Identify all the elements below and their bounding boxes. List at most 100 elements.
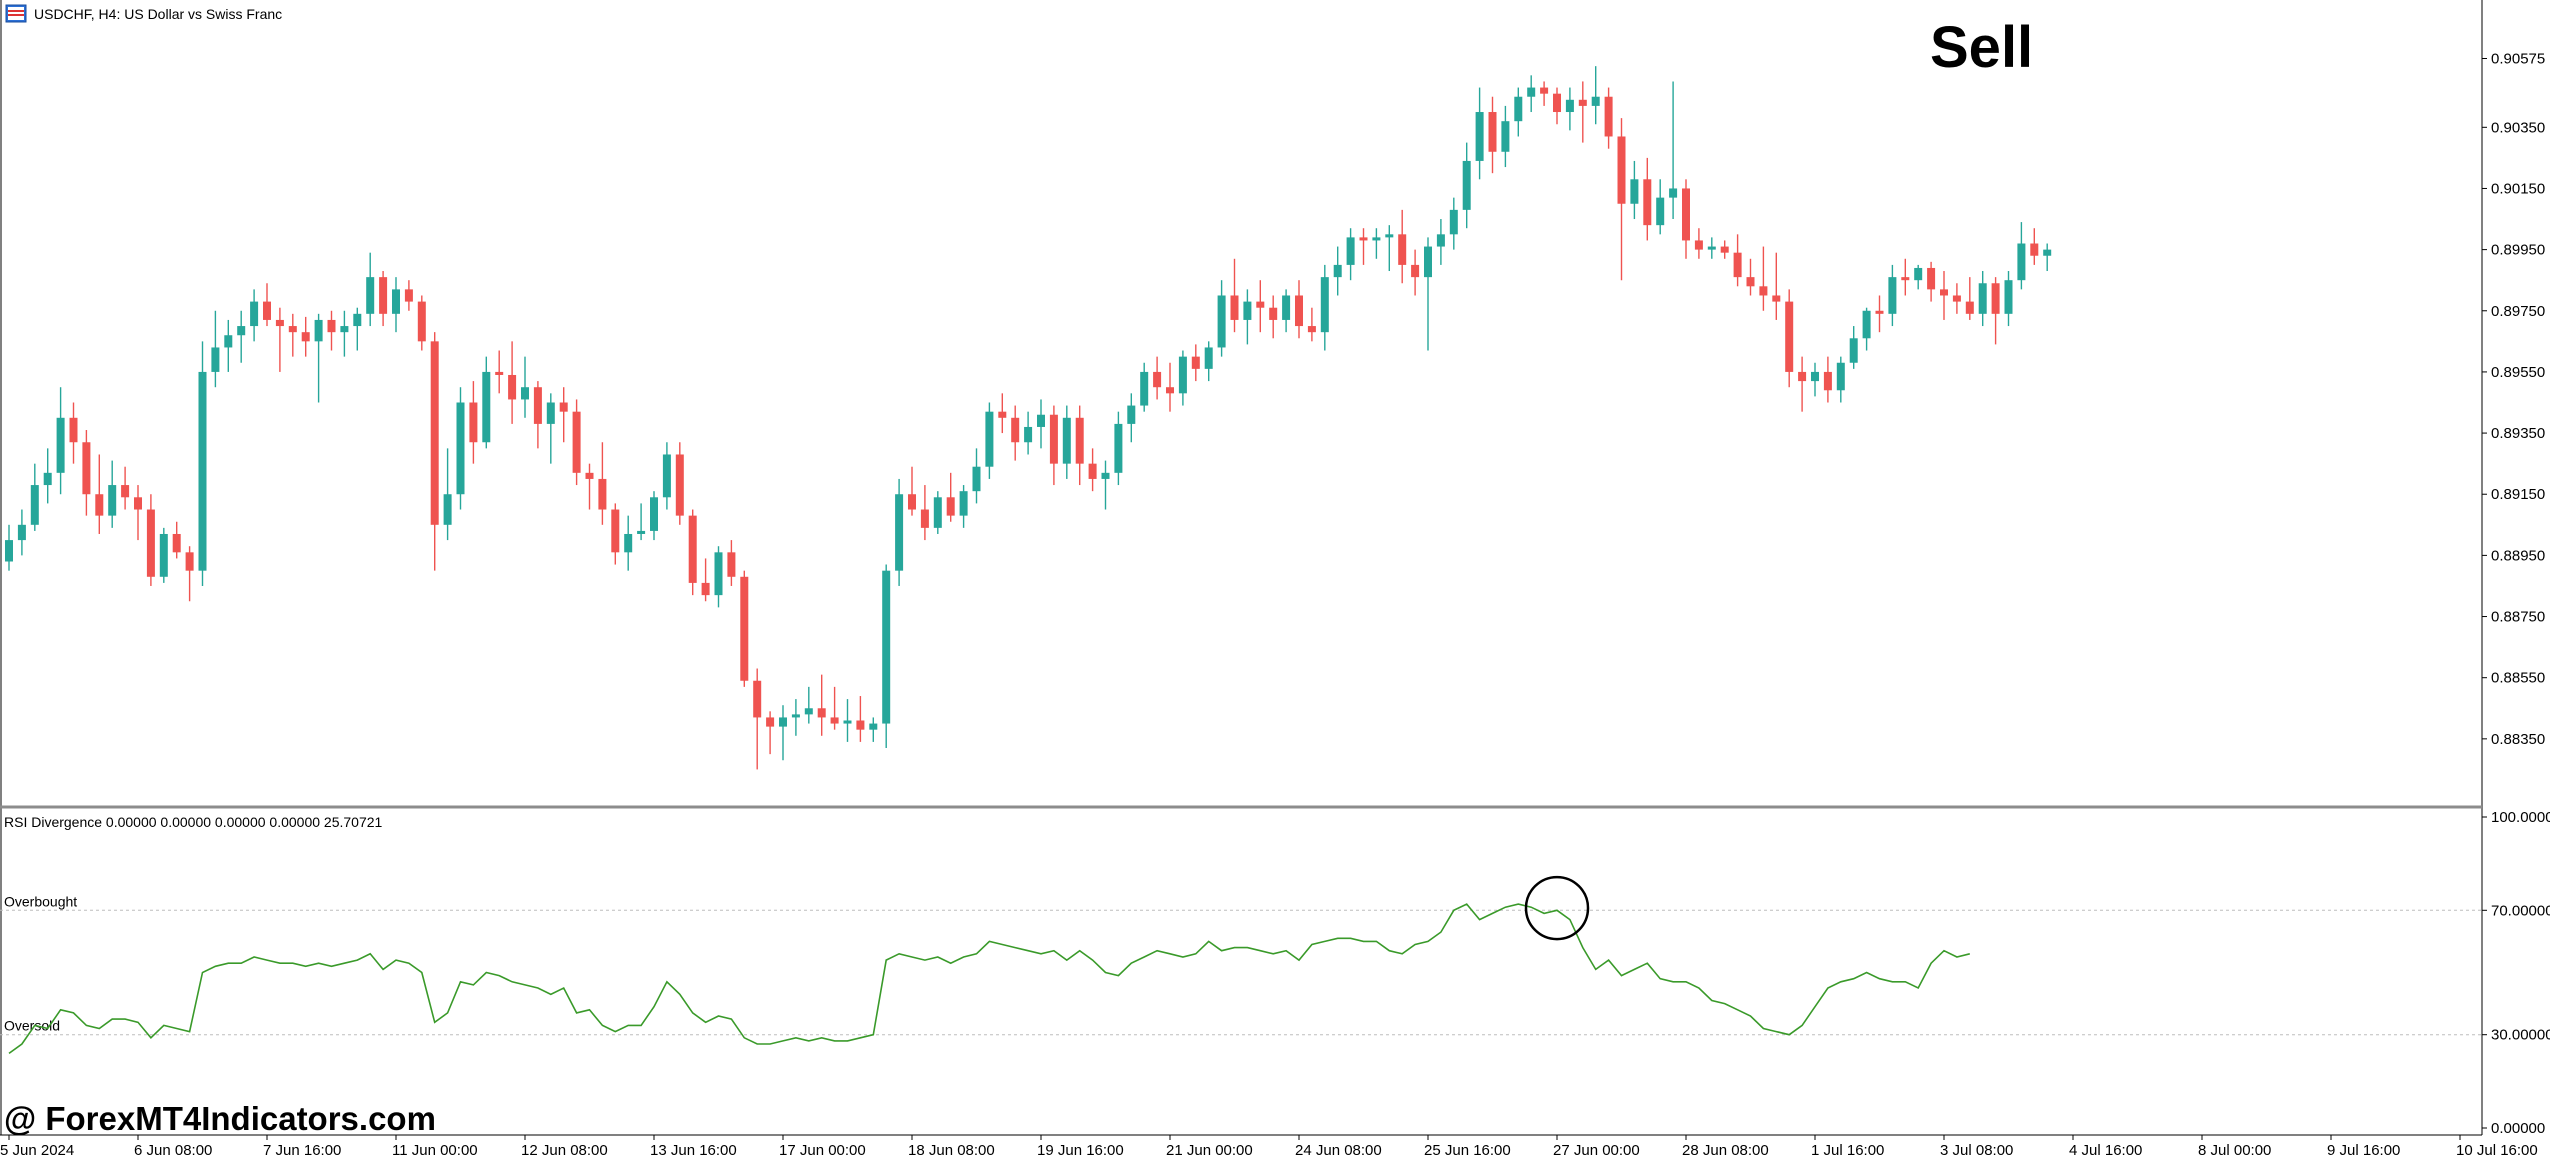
candle-body [688,515,697,583]
price-tick-label: 0.90150 [2491,180,2545,197]
candle-body [1282,295,1291,320]
candle-body [379,277,388,314]
time-tick-label: 21 Jun 00:00 [1166,1142,1253,1159]
candle-body [172,533,181,553]
candle-body [1127,405,1136,424]
candle-body [108,485,117,516]
candle-body [740,576,749,681]
candle-body [1707,246,1716,250]
candle-body [1075,417,1084,464]
time-axis: 5 Jun 2024 6 Jun 08:00 7 Jun 16:00 11 Jun 0… [0,1135,2538,1159]
price-axis: 0.90575 0.90350 0.90150 0.89950 0.89750 0.895… [2482,51,2545,748]
candle-body [1243,301,1252,320]
candle-body [443,494,452,525]
candle-body [701,582,710,596]
candle-body [1307,326,1316,333]
candle-body [1772,295,1781,302]
price-tick-label: 0.88350 [2491,731,2545,748]
candle-body [314,319,323,342]
price-tick-label: 0.90350 [2491,119,2545,136]
candle-body [95,494,104,516]
candle-body [185,552,194,571]
price-tick-label: 0.89550 [2491,364,2545,381]
candle-body [572,411,581,473]
candle-body [972,466,981,492]
candle-body [1617,136,1626,204]
candle-body [546,402,555,424]
candle-body [2030,243,2039,256]
candle-body [1153,371,1162,388]
candle-body [69,417,78,443]
candle-body [495,371,504,375]
candle-body [714,552,723,596]
candle-body [1952,295,1961,302]
time-tick-label: 6 Jun 08:00 [134,1142,212,1159]
candle-body [1836,362,1845,391]
candle-body [327,319,336,333]
candle-body [1527,87,1536,97]
divergence-circle [1524,875,1590,941]
candle-body [1694,240,1703,250]
candle-body [1591,96,1600,106]
candle-body [366,277,375,314]
candle-body [1759,286,1768,296]
candle-body [1914,267,1923,281]
candle-body [1101,472,1110,479]
time-tick-label: 9 Jul 16:00 [2327,1142,2400,1159]
candle-body [521,387,529,400]
candle-body [1862,310,1871,339]
time-tick-label: 24 Jun 08:00 [1295,1142,1382,1159]
candle-body [1940,289,1948,296]
sell-signal-label: Sell [1930,15,2033,80]
candle-body [1875,310,1884,314]
candlestick-series [5,66,2052,770]
time-tick-label: 18 Jun 08:00 [908,1142,995,1159]
price-tick-label: 0.89950 [2491,242,2545,259]
candle-body [779,717,787,727]
price-tick-label: 0.90575 [2491,51,2545,68]
candle-body [998,411,1007,418]
candle-body [1991,283,2000,314]
candle-body [1630,179,1639,204]
candle-body [1656,197,1665,226]
watermark: @ ForexMT4Indicators.com [4,1100,436,1137]
time-tick-label: 5 Jun 2024 [0,1142,74,1159]
candle-body [1449,209,1458,235]
chart-title: USDCHF, H4: US Dollar vs Swiss Franc [34,6,282,22]
candle-body [585,472,594,479]
indicator-label: RSI Divergence 0.00000 0.00000 0.00000 0… [4,814,383,830]
candle-body [1037,414,1045,427]
candle-body [766,717,775,727]
candle-body [121,485,130,498]
candle-body [198,371,207,571]
candle-body [417,301,426,342]
candle-body [43,472,52,486]
candle-body [1927,267,1936,290]
candle-body [353,313,362,327]
candle-body [650,497,658,531]
candle-body [469,402,478,443]
candle-body [1501,121,1510,152]
candle-body [830,717,839,724]
candle-body [237,326,246,336]
time-tick-label: 12 Jun 08:00 [521,1142,608,1159]
candle-body [1553,93,1561,113]
candle-body [753,680,762,718]
candle-body [1540,87,1549,94]
candle-body [1256,301,1265,308]
candle-body [598,478,607,510]
candle-body [2004,280,2013,314]
candle-body [1166,387,1174,394]
overbought-label: Overbought [4,893,77,909]
candle-body [301,332,310,342]
rsi-axis: 100.00000 70.00000 30.00000 0.00000 [2482,809,2550,1137]
candle-body [559,402,568,412]
candle-body [1062,417,1071,464]
candle-body [146,509,155,577]
candle-body [1398,234,1407,265]
candle-body [1514,96,1523,122]
candle-body [288,326,297,333]
candle-body [1204,347,1213,369]
